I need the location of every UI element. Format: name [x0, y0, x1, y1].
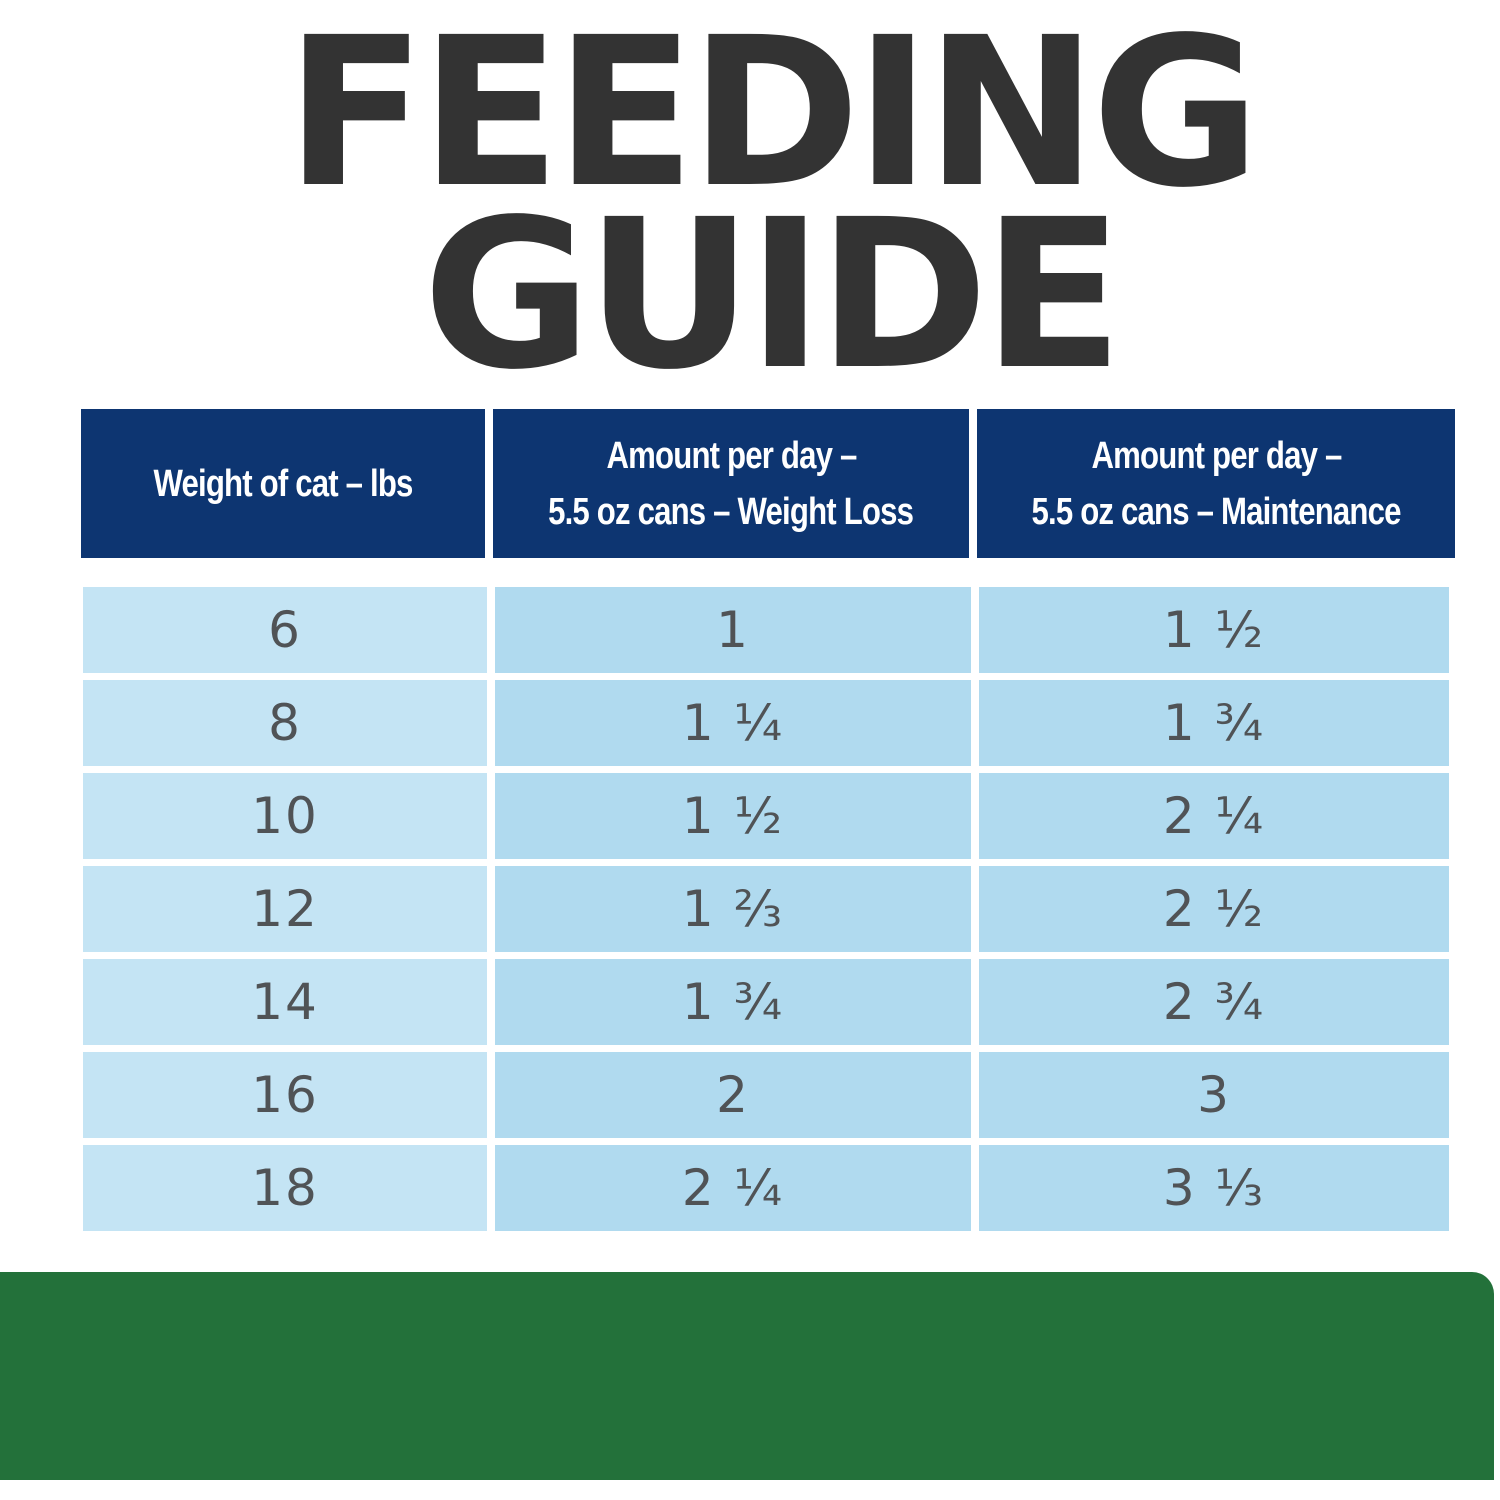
cell-maintenance: 3 — [979, 1052, 1449, 1138]
header-weight-loss-line-2: 5.5 oz cans – Weight Loss — [548, 490, 914, 533]
cell-maintenance: 2 ¾ — [979, 959, 1449, 1045]
cell-weight-loss: 1 ¼ — [495, 680, 971, 766]
feeding-table-header: Weight of cat – lbs Amount per day – 5.5… — [81, 409, 1455, 558]
cell-maintenance: 2 ½ — [979, 866, 1449, 952]
cell-weight: 8 — [83, 680, 487, 766]
header-weight-of-cat-label: Weight of cat – lbs — [153, 462, 413, 505]
cell-weight-loss: 2 — [495, 1052, 971, 1138]
table-row: 6 1 1 ½ — [81, 587, 1451, 673]
table-row: 18 2 ¼ 3 ⅓ — [81, 1145, 1451, 1231]
cell-weight-loss: 1 — [495, 587, 971, 673]
cell-weight-loss: 1 ¾ — [495, 959, 971, 1045]
page-title-line-2: GUIDE — [422, 175, 1124, 415]
cell-maintenance: 2 ¼ — [979, 773, 1449, 859]
header-weight-loss-amount: Amount per day – 5.5 oz cans – Weight Lo… — [493, 409, 969, 558]
header-weight-loss-line-1: Amount per day – — [605, 434, 857, 477]
header-weight-of-cat: Weight of cat – lbs — [81, 409, 485, 558]
header-maintenance-amount: Amount per day – 5.5 oz cans – Maintenan… — [977, 409, 1455, 558]
cell-weight-loss: 2 ¼ — [495, 1145, 971, 1231]
cell-weight: 16 — [83, 1052, 487, 1138]
table-row: 10 1 ½ 2 ¼ — [81, 773, 1451, 859]
cell-weight: 6 — [83, 587, 487, 673]
cell-maintenance: 3 ⅓ — [979, 1145, 1449, 1231]
cell-maintenance: 1 ½ — [979, 587, 1449, 673]
page-title-line-1: FEEDING — [285, 0, 1260, 233]
cell-weight: 12 — [83, 866, 487, 952]
header-maintenance-line-2: 5.5 oz cans – Maintenance — [1031, 490, 1401, 533]
table-row: 16 2 3 — [81, 1052, 1451, 1138]
cell-weight: 14 — [83, 959, 487, 1045]
cell-weight-loss: 1 ⅔ — [495, 866, 971, 952]
cell-maintenance: 1 ¾ — [979, 680, 1449, 766]
green-footer-band — [0, 1272, 1494, 1480]
header-maintenance-line-1: Amount per day – — [1090, 434, 1342, 477]
table-row: 14 1 ¾ 2 ¾ — [81, 959, 1451, 1045]
cell-weight: 18 — [83, 1145, 487, 1231]
table-row: 8 1 ¼ 1 ¾ — [81, 680, 1451, 766]
table-row: 12 1 ⅔ 2 ½ — [81, 866, 1451, 952]
cell-weight: 10 — [83, 773, 487, 859]
cell-weight-loss: 1 ½ — [495, 773, 971, 859]
